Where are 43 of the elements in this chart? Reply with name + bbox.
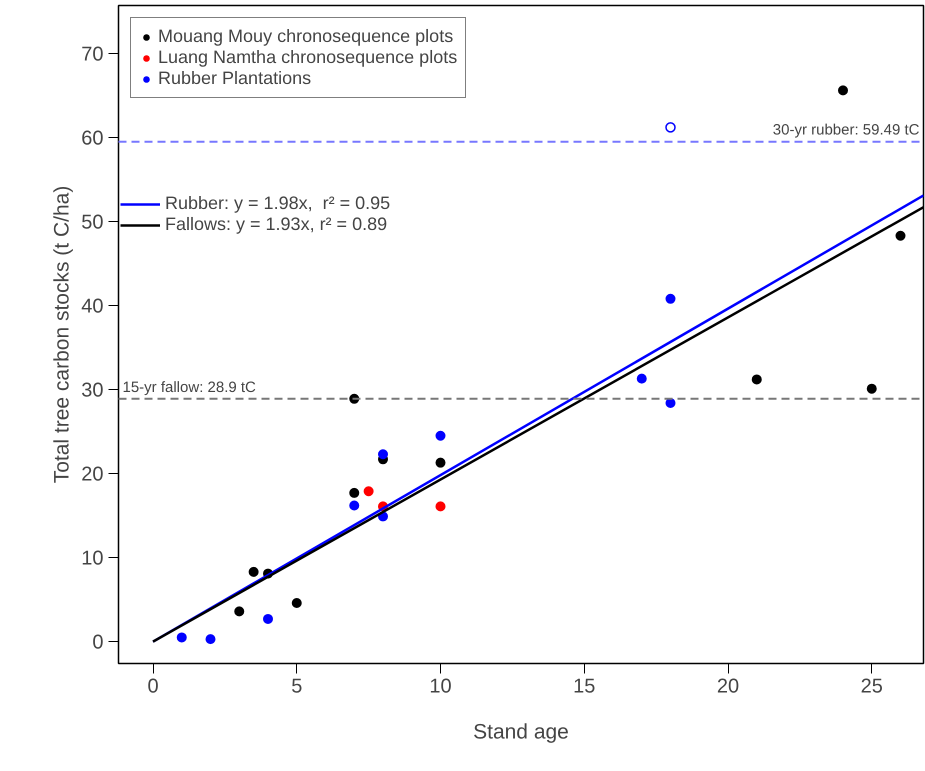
y-tick-label: 10 xyxy=(81,548,104,570)
x-tick-label: 15 xyxy=(573,676,596,698)
point xyxy=(636,374,647,384)
y-tick-label: 0 xyxy=(92,632,104,654)
legend-label: Rubber: y = 1.98x, r² = 0.95 xyxy=(165,193,390,214)
legend-label: Mouang Mouy chronosequence plots xyxy=(158,26,454,47)
x-axis-title: Stand age xyxy=(473,720,569,744)
point xyxy=(436,430,446,441)
point xyxy=(206,634,216,644)
point xyxy=(349,500,360,511)
x-tick-label: 10 xyxy=(429,676,452,698)
y-tick-label: 50 xyxy=(81,211,104,234)
point xyxy=(349,488,360,498)
legend-label: Fallows: y = 1.93x, r² = 0.89 xyxy=(165,214,388,235)
point xyxy=(838,85,848,96)
y-tick-label: 70 xyxy=(81,43,104,66)
legend-label: Rubber Plantations xyxy=(158,68,312,89)
point xyxy=(364,486,374,496)
x-tick-label: 5 xyxy=(291,676,302,698)
y-tick-label: 30 xyxy=(81,380,104,402)
point xyxy=(176,632,187,642)
point xyxy=(665,122,676,133)
x-tick-label: 0 xyxy=(147,676,159,698)
ref-line-label: 15-yr fallow: 28.9 tC xyxy=(122,378,256,396)
point xyxy=(234,606,244,616)
x-tick-label: 20 xyxy=(716,676,740,698)
point xyxy=(248,566,259,577)
point xyxy=(896,230,906,241)
point xyxy=(263,614,273,624)
y-axis-title: Total tree carbon stocks (t C/ha) xyxy=(50,186,74,484)
y-tick-label: 20 xyxy=(81,464,104,486)
point xyxy=(292,598,302,608)
ref-line-label: 30-yr rubber: 59.49 tC xyxy=(772,122,920,139)
point xyxy=(378,449,388,460)
y-tick-label: 40 xyxy=(81,296,104,318)
point xyxy=(436,458,446,468)
point xyxy=(752,374,762,384)
y-tick-label: 60 xyxy=(81,127,104,150)
point xyxy=(666,294,676,304)
point xyxy=(866,384,877,394)
x-tick-label: 25 xyxy=(860,676,883,698)
point xyxy=(436,501,446,512)
legend-label: Luang Namtha chronosequence plots xyxy=(158,47,458,68)
